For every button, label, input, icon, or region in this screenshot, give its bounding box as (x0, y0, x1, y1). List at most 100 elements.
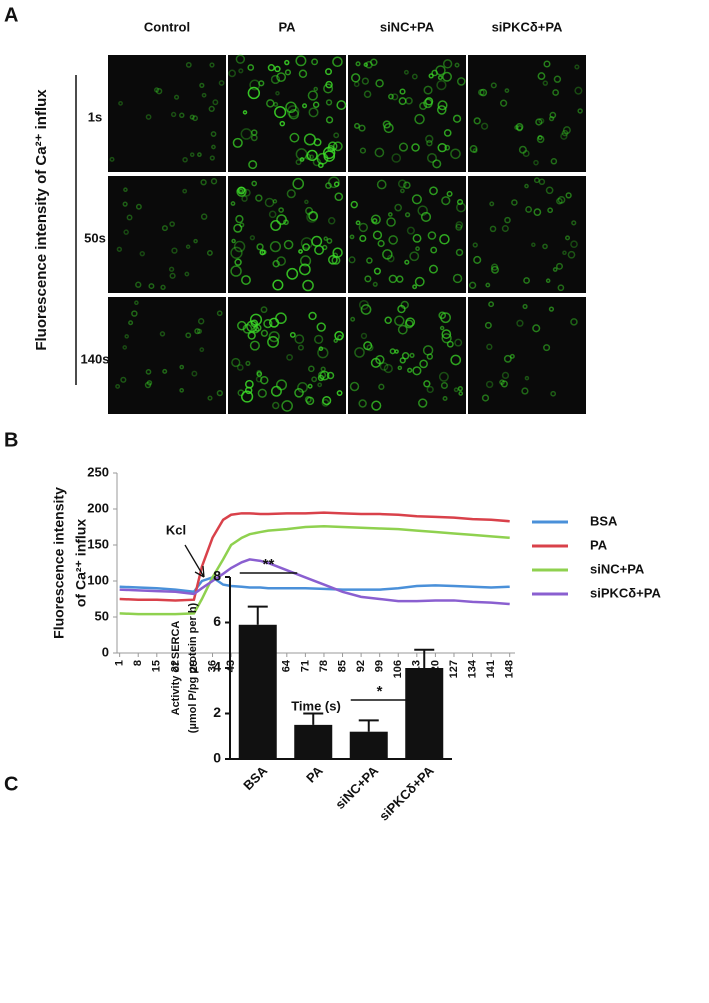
cell (484, 321, 492, 329)
cell (120, 376, 127, 383)
x-tick-label: 134 (466, 659, 478, 678)
cell (193, 238, 198, 244)
cell (364, 275, 372, 283)
cell (268, 331, 280, 343)
cell (409, 352, 415, 358)
cell (241, 195, 248, 202)
cell (350, 73, 361, 83)
cell (499, 379, 505, 385)
cell (196, 328, 203, 334)
cell (456, 198, 464, 206)
cell (332, 141, 343, 152)
x-tick-label: 36 (206, 660, 218, 672)
cell (318, 371, 327, 380)
column-header: Control (144, 19, 190, 34)
cell (394, 315, 405, 326)
bar (238, 624, 277, 759)
cell (169, 272, 176, 279)
cell (199, 82, 205, 89)
cell (411, 143, 420, 152)
cell (407, 367, 413, 373)
cell (436, 105, 447, 115)
cell (355, 220, 361, 226)
cell (236, 364, 244, 371)
cell (396, 275, 404, 283)
micrograph (108, 55, 226, 172)
micrograph (348, 176, 466, 293)
cell (144, 381, 152, 389)
cell (363, 62, 369, 67)
cell (450, 148, 461, 160)
cell (256, 371, 263, 377)
cell (235, 54, 246, 64)
cell (365, 61, 373, 69)
cell (249, 235, 256, 241)
cell (418, 398, 428, 408)
cell (489, 225, 497, 233)
cell (302, 243, 311, 252)
cell (116, 246, 123, 252)
cell (197, 318, 205, 325)
y-tick-label: 100 (87, 572, 109, 587)
cell (439, 325, 445, 331)
cell (154, 87, 160, 93)
cell (521, 387, 529, 395)
cell (503, 354, 512, 363)
cell (256, 243, 264, 251)
cell (481, 394, 490, 402)
cell (230, 246, 243, 259)
cell (281, 400, 293, 412)
cell (442, 59, 453, 69)
column-header: PA (278, 19, 296, 34)
cell (216, 310, 223, 317)
panel-label: C (4, 773, 18, 795)
cell (405, 96, 413, 105)
cell (311, 376, 318, 383)
cell (428, 73, 434, 79)
cell (208, 105, 215, 113)
cell (200, 213, 208, 220)
cell (200, 179, 207, 186)
cell (307, 90, 318, 101)
cell (267, 336, 279, 348)
cell (185, 332, 192, 339)
cell (251, 180, 258, 187)
y-axis-label: (µmol P/pg protein per h) (187, 602, 199, 733)
cell (334, 192, 344, 202)
cell (542, 243, 548, 250)
column-header: siNC+PA (380, 19, 435, 34)
cell (427, 231, 437, 240)
cell (430, 246, 438, 254)
cell (516, 319, 524, 327)
cell (309, 154, 315, 160)
cell (333, 132, 340, 139)
cell (210, 131, 217, 137)
cell (363, 90, 372, 99)
cell (230, 265, 242, 277)
cell (131, 310, 138, 317)
cell (370, 58, 378, 66)
line (119, 576, 510, 594)
cell (170, 111, 177, 118)
legend-label: siPKCδ+PA (590, 585, 661, 600)
cell (456, 77, 466, 86)
cell (276, 72, 287, 83)
row-label: 50s (84, 230, 106, 245)
cell (320, 366, 326, 372)
cell (444, 144, 451, 151)
cell (458, 391, 464, 396)
cell (248, 160, 258, 170)
cell (379, 362, 389, 371)
cell (289, 132, 300, 143)
cell (436, 79, 447, 91)
cell (501, 371, 510, 380)
cell (570, 240, 578, 249)
x-tick-label: BSA (240, 763, 270, 793)
cell (376, 179, 387, 190)
cell (432, 159, 442, 169)
cell (276, 256, 286, 266)
cell (230, 201, 236, 206)
cell (325, 68, 332, 76)
cell (366, 257, 373, 264)
cell (328, 254, 338, 265)
